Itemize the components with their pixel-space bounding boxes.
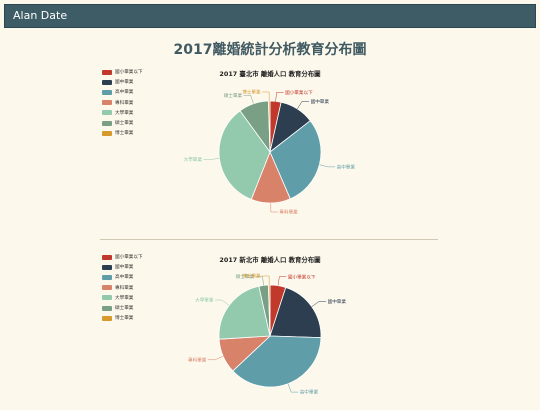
legend-swatch bbox=[102, 89, 112, 95]
legend-label: 國中畢業 bbox=[115, 80, 134, 86]
chart-legend: 國小畢業以下 國中畢業 高中畢業 專科畢業 大學畢業 碩士畢業 博士畢業 bbox=[102, 67, 143, 138]
pie-slice[interactable] bbox=[267, 284, 271, 337]
pie-label-line bbox=[319, 164, 336, 168]
legend-item[interactable]: 碩士畢業 bbox=[102, 303, 143, 313]
legend-label: 大學畢業 bbox=[115, 110, 134, 116]
pie-slice[interactable] bbox=[267, 100, 271, 153]
legend-swatch bbox=[102, 305, 112, 311]
legend-item[interactable]: 專科畢業 bbox=[102, 283, 143, 293]
legend-swatch bbox=[102, 315, 112, 321]
legend-swatch bbox=[102, 264, 112, 270]
pie-label-line bbox=[275, 92, 284, 102]
pie-slice[interactable] bbox=[269, 120, 322, 200]
legend-label: 國小畢業以下 bbox=[115, 70, 143, 76]
pie-label-line bbox=[262, 91, 270, 102]
legend-item[interactable]: 國中畢業 bbox=[102, 262, 143, 272]
pie-label: 博士畢業 bbox=[242, 89, 261, 96]
chart-new-taipei: 2017 新北市 離婚人口 教育分布圖 國小畢業以下 國中畢業 高中畢業 專科畢… bbox=[0, 250, 540, 410]
legend-label: 博士畢業 bbox=[115, 131, 134, 137]
pie-label-line bbox=[255, 276, 264, 286]
pie-label: 專科畢業 bbox=[188, 356, 207, 363]
pie-label-line bbox=[203, 158, 220, 160]
legend-label: 高中畢業 bbox=[115, 90, 134, 96]
navbar: Alan Date bbox=[4, 4, 536, 28]
legend-item[interactable]: 高中畢業 bbox=[102, 87, 143, 97]
legend-label: 高中畢業 bbox=[115, 275, 134, 281]
page-title: 2017離婚統計分析教育分布圖 bbox=[173, 42, 367, 58]
legend-label: 國中畢業 bbox=[115, 265, 134, 271]
pie-label: 高中畢業 bbox=[337, 164, 356, 171]
legend-swatch bbox=[102, 285, 112, 291]
legend-item[interactable]: 博士畢業 bbox=[102, 313, 143, 323]
pie-label-line bbox=[262, 275, 270, 286]
legend-item[interactable]: 博士畢業 bbox=[102, 128, 143, 138]
divider bbox=[100, 239, 438, 240]
pie-slice[interactable] bbox=[218, 110, 271, 200]
legend-label: 大學畢業 bbox=[115, 295, 134, 301]
pie-label: 碩士畢業 bbox=[236, 273, 255, 280]
legend-item[interactable]: 大學畢業 bbox=[102, 293, 143, 303]
legend-item[interactable]: 碩士畢業 bbox=[102, 118, 143, 128]
chart-title: 2017 臺北市 離婚人口 教育分布圖 bbox=[219, 70, 321, 78]
pie-label: 國小畢業以下 bbox=[285, 89, 313, 96]
pie-label-line bbox=[215, 299, 230, 306]
legend-swatch bbox=[102, 79, 112, 85]
legend-item[interactable]: 國中畢業 bbox=[102, 77, 143, 87]
legend-swatch bbox=[102, 254, 112, 260]
chart-taipei: 2017 臺北市 離婚人口 教育分布圖 國小畢業以下 國中畢業 高中畢業 專科畢… bbox=[0, 64, 540, 224]
legend-item[interactable]: 國小畢業以下 bbox=[102, 252, 143, 262]
legend-swatch bbox=[102, 295, 112, 301]
legend-swatch bbox=[102, 110, 112, 116]
pie-label: 高中畢業 bbox=[300, 389, 319, 396]
legend-swatch bbox=[102, 274, 112, 280]
legend-label: 碩士畢業 bbox=[115, 121, 134, 127]
legend-swatch bbox=[102, 130, 112, 136]
pie-label: 專科畢業 bbox=[279, 209, 298, 216]
chart-title: 2017 新北市 離婚人口 教育分布圖 bbox=[219, 256, 321, 264]
pie-label-line bbox=[270, 202, 278, 213]
navbar-brand[interactable]: Alan Date bbox=[13, 9, 68, 22]
pie-slice[interactable] bbox=[232, 335, 322, 388]
legend-label: 博士畢業 bbox=[115, 316, 134, 322]
legend-label: 國小畢業以下 bbox=[115, 255, 143, 261]
legend-item[interactable]: 高中畢業 bbox=[102, 272, 143, 282]
pie-label-line bbox=[243, 94, 254, 104]
legend-label: 專科畢業 bbox=[115, 285, 134, 291]
legend-item[interactable]: 國小畢業以下 bbox=[102, 67, 143, 77]
pie-label-line bbox=[287, 383, 299, 393]
legend-swatch bbox=[102, 69, 112, 75]
pie-label: 國中畢業 bbox=[328, 298, 347, 305]
legend-swatch bbox=[102, 100, 112, 106]
chart-legend: 國小畢業以下 國中畢業 高中畢業 專科畢業 大學畢業 碩士畢業 博士畢業 bbox=[102, 252, 143, 323]
legend-item[interactable]: 專科畢業 bbox=[102, 98, 143, 108]
pie-label-line bbox=[297, 101, 310, 110]
legend-label: 碩士畢業 bbox=[115, 306, 134, 312]
pie-slice[interactable] bbox=[218, 285, 271, 340]
legend-swatch bbox=[102, 120, 112, 126]
pie-label-line bbox=[277, 276, 287, 286]
pie-label: 博士畢業 bbox=[242, 273, 261, 280]
pie-label-line bbox=[207, 356, 224, 361]
pie-label: 大學畢業 bbox=[184, 156, 203, 163]
pie-label: 國小畢業以下 bbox=[288, 273, 316, 280]
pie-label-line bbox=[311, 301, 327, 307]
legend-item[interactable]: 大學畢業 bbox=[102, 108, 143, 118]
legend-label: 專科畢業 bbox=[115, 100, 134, 106]
pie-label: 碩士畢業 bbox=[224, 92, 243, 99]
pie-label: 大學畢業 bbox=[195, 297, 214, 304]
pie-label: 國中畢業 bbox=[311, 98, 330, 105]
